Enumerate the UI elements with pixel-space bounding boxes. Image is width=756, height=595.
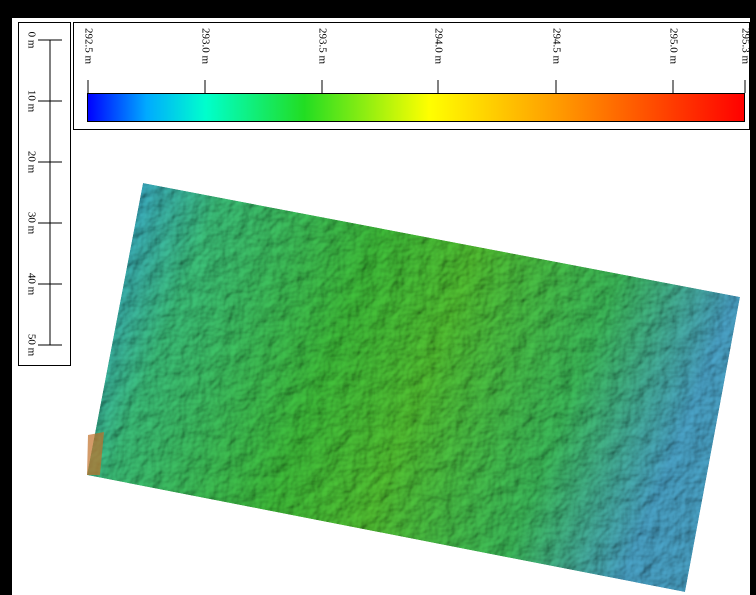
colorbar-tick-label: 295.0 m [667, 28, 679, 65]
colorbar-tick-label: 293.0 m [199, 28, 211, 65]
elevation-model [87, 183, 740, 592]
scale-bar-tick-label: 20 m [25, 151, 37, 174]
scale-bar-box [19, 23, 71, 366]
frame-top [0, 0, 756, 18]
colorbar-tick-label: 295.3 m [739, 28, 751, 65]
colorbar [88, 94, 745, 122]
frame-right [750, 0, 756, 595]
frame-left [0, 0, 12, 595]
scale-bar-tick-label: 40 m [25, 273, 37, 296]
scale-bar-tick-label: 10 m [25, 90, 37, 113]
colorbar-tick-label: 292.5 m [82, 28, 94, 65]
scale-bar-tick-label: 30 m [25, 212, 37, 235]
colorbar-tick-label: 293.5 m [316, 28, 328, 65]
scale-bar-tick-label: 0 m [25, 32, 37, 49]
colorbar-tick-label: 294.0 m [432, 28, 444, 65]
scale-bar-tick-label: 50 m [25, 334, 37, 357]
colorbar-tick-label: 294.5 m [550, 28, 562, 65]
map-view: 292.5 m 293.0 m 293.5 m 294.0 m 294.5 m 295.0… [0, 0, 756, 595]
